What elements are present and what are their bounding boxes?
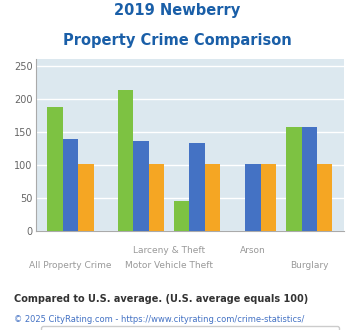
- Bar: [286, 127, 301, 231]
- Text: Motor Vehicle Theft: Motor Vehicle Theft: [125, 261, 213, 270]
- Bar: [189, 143, 205, 231]
- Bar: [205, 164, 220, 231]
- Bar: [301, 127, 317, 231]
- Bar: [133, 141, 148, 231]
- Bar: [63, 139, 78, 231]
- Bar: [148, 164, 164, 231]
- Bar: [174, 201, 189, 231]
- Text: All Property Crime: All Property Crime: [29, 261, 112, 270]
- Text: Arson: Arson: [240, 246, 266, 255]
- Text: Larceny & Theft: Larceny & Theft: [133, 246, 205, 255]
- Bar: [118, 90, 133, 231]
- Text: Compared to U.S. average. (U.S. average equals 100): Compared to U.S. average. (U.S. average …: [14, 294, 308, 304]
- Bar: [317, 164, 332, 231]
- Bar: [245, 164, 261, 231]
- Text: Burglary: Burglary: [290, 261, 328, 270]
- Bar: [78, 164, 94, 231]
- Bar: [48, 107, 63, 231]
- Legend: Newberry, South Carolina, National: Newberry, South Carolina, National: [41, 326, 339, 330]
- Bar: [261, 164, 276, 231]
- Text: Property Crime Comparison: Property Crime Comparison: [63, 33, 292, 48]
- Text: © 2025 CityRating.com - https://www.cityrating.com/crime-statistics/: © 2025 CityRating.com - https://www.city…: [14, 315, 305, 324]
- Text: 2019 Newberry: 2019 Newberry: [114, 3, 241, 18]
